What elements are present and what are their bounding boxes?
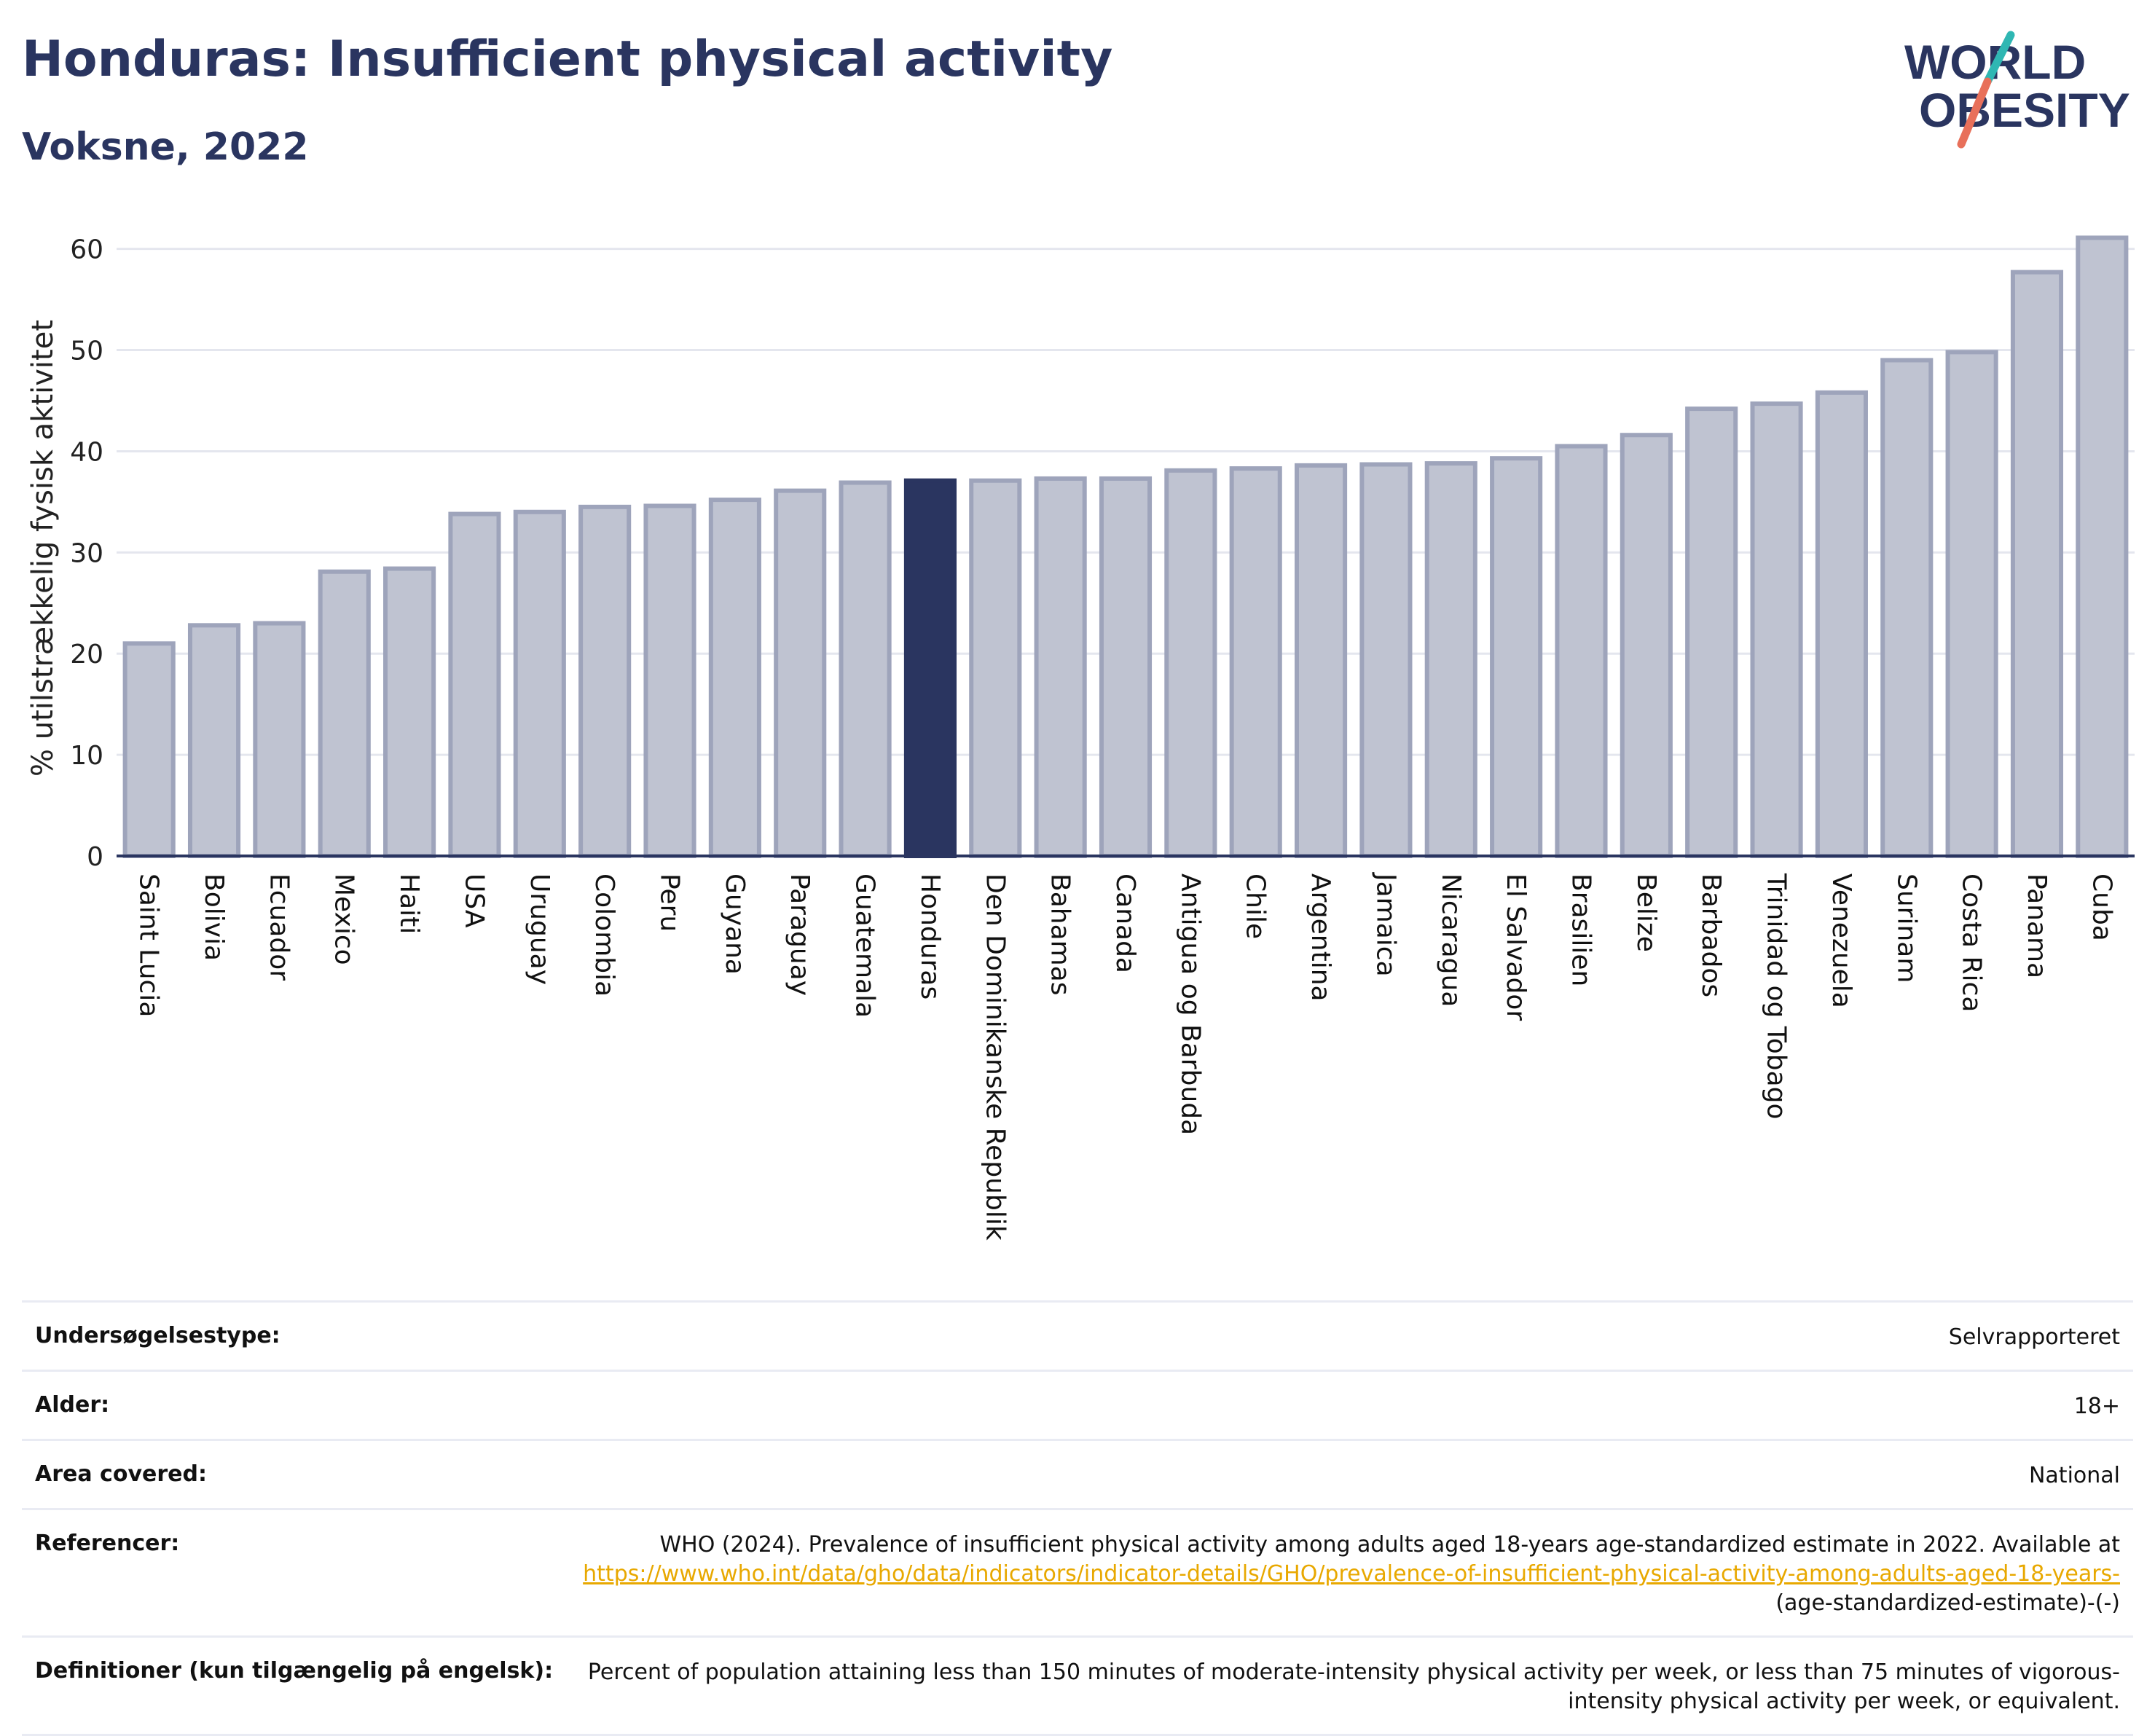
meta-row-area: Area covered: National	[22, 1439, 2133, 1508]
definition-value: Percent of population attaining less tha…	[587, 1660, 2120, 1714]
bar	[2076, 235, 2129, 858]
x-tick-label: Nicaragua	[1436, 873, 1466, 1007]
bar	[1750, 401, 1803, 858]
x-tick-label: Brasilien	[1566, 873, 1595, 986]
x-tick-label: Guatemala	[850, 873, 880, 1018]
reference-value: WHO (2024). Prevalence of insufficient p…	[554, 1531, 2120, 1618]
y-tick-label: 10	[70, 741, 103, 771]
x-tick-label: El Salvador	[1501, 873, 1531, 1021]
bar	[448, 511, 501, 858]
bar	[903, 478, 957, 858]
x-tick-label: Mexico	[329, 873, 359, 965]
meta-row-references: Referencer: WHO (2024). Prevalence of in…	[22, 1508, 2133, 1635]
bar	[1555, 444, 1608, 858]
x-tick-label: Peru	[655, 873, 685, 932]
x-tick-label: Guyana	[720, 873, 750, 975]
x-tick-label: Panama	[2022, 873, 2052, 978]
bar	[839, 480, 892, 858]
bar	[1164, 468, 1217, 858]
x-tick-label: Surinam	[1891, 873, 1921, 983]
world-obesity-logo: WORLD OBESITY	[1904, 31, 2130, 149]
x-tick-label: Antigua og Barbuda	[1175, 873, 1205, 1135]
chart-title: Honduras: Insufficient physical activity	[22, 31, 1113, 88]
bar	[1620, 433, 1673, 858]
x-tick-label: USA	[459, 873, 489, 928]
bar	[253, 621, 306, 858]
bar	[187, 623, 241, 858]
bar	[1099, 476, 1153, 858]
y-tick-label: 30	[70, 538, 103, 568]
meta-value: Selvrapporteret	[1948, 1324, 2120, 1350]
metadata-table: Undersøgelsestype: Selvrapporteret Alder…	[22, 1300, 2133, 1736]
x-tick-label: Belize	[1631, 873, 1661, 952]
bar	[1229, 466, 1282, 858]
bar	[774, 488, 827, 858]
y-tick-label: 50	[70, 337, 103, 366]
x-tick-label: Venezuela	[1826, 873, 1856, 1008]
y-axis-title: % utilstrækkelig fysisk aktivitet	[26, 320, 60, 777]
logo-slash-teal	[1983, 31, 2015, 86]
bar	[578, 504, 632, 858]
x-tick-label: Haiti	[394, 873, 424, 934]
bar	[383, 566, 436, 858]
chart-subtitle: Voksne, 2022	[22, 125, 309, 169]
x-tick-label: Honduras	[915, 873, 945, 999]
meta-label: Area covered:	[35, 1461, 207, 1487]
x-tick-label: Trinidad og Tobago	[1762, 873, 1791, 1120]
logo-slash-coral	[1957, 77, 1992, 149]
y-tick-label: 60	[70, 235, 103, 265]
x-tick-label: Saint Lucia	[134, 873, 164, 1017]
bar	[708, 498, 761, 858]
x-tick-label: Colombia	[589, 873, 619, 997]
x-tick-label: Argentina	[1306, 873, 1335, 1002]
meta-row-definitions: Definitioner (kun tilgængelig på engelsk…	[22, 1635, 2133, 1736]
x-tick-label: Cuba	[2087, 873, 2116, 941]
x-tick-label: Paraguay	[785, 873, 814, 996]
x-tick-label: Canada	[1110, 873, 1140, 973]
reference-text: WHO (2024). Prevalence of insufficient p…	[659, 1532, 2120, 1558]
y-tick-label: 20	[70, 640, 103, 669]
x-tick-label: Bahamas	[1045, 873, 1075, 996]
meta-row-survey-type: Undersøgelsestype: Selvrapporteret	[22, 1300, 2133, 1370]
y-tick-label: 0	[87, 842, 103, 872]
x-tick-label: Den Dominikanske Republik	[980, 873, 1010, 1241]
meta-value: 18+	[2073, 1394, 2120, 1419]
meta-label: Alder:	[35, 1392, 110, 1418]
bar	[969, 478, 1022, 858]
bar	[513, 509, 566, 858]
bar	[1685, 406, 1738, 858]
x-tick-label: Barbados	[1696, 873, 1726, 997]
meta-label: Definitioner (kun tilgængelig på engelsk…	[35, 1658, 554, 1684]
y-tick-label: 40	[70, 437, 103, 467]
bar	[1880, 358, 1934, 858]
bar	[2010, 270, 2064, 859]
x-tick-label: Ecuador	[264, 873, 294, 981]
x-tick-label: Uruguay	[525, 873, 554, 985]
meta-value: National	[2028, 1463, 2120, 1488]
meta-row-age: Alder: 18+	[22, 1370, 2133, 1439]
bar	[1815, 390, 1868, 858]
bar	[122, 641, 176, 858]
meta-label: Undersøgelsestype:	[35, 1323, 280, 1348]
x-tick-label: Jamaica	[1370, 872, 1400, 977]
bar	[1945, 350, 1998, 859]
bar	[643, 503, 696, 858]
x-tick-label: Bolivia	[199, 873, 229, 961]
bar	[1295, 463, 1348, 858]
meta-label: Referencer:	[35, 1531, 180, 1556]
bar	[318, 569, 371, 858]
x-tick-label: Costa Rica	[1957, 873, 1987, 1012]
x-tick-label: Chile	[1241, 873, 1271, 939]
bar	[1424, 461, 1477, 858]
bar	[1490, 456, 1543, 858]
bar	[1359, 462, 1413, 858]
bar-chart: 0 10 20 30 40 50 60 % utilstrækkelig fysisk akt…	[26, 235, 2135, 1241]
bar	[1034, 476, 1087, 858]
reference-link[interactable]: https://www.who.int/data/gho/data/indica…	[583, 1561, 2120, 1587]
reference-tail: (age-standardized-estimate)-(-)	[1775, 1590, 2120, 1616]
logo-line-2: OBESITY	[1919, 83, 2130, 137]
